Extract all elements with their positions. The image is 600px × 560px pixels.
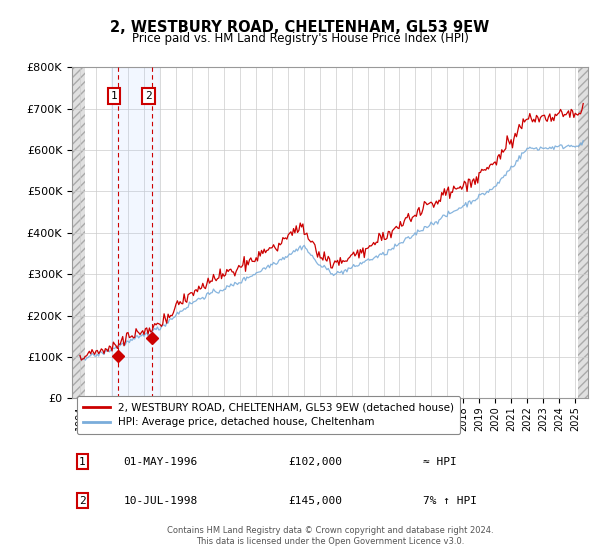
Text: 01-MAY-1996: 01-MAY-1996 — [124, 456, 198, 466]
Bar — [112, 67, 159, 398]
Bar — [72, 67, 85, 398]
Text: 1: 1 — [110, 91, 117, 101]
Text: 2: 2 — [79, 496, 86, 506]
Text: 2, WESTBURY ROAD, CHELTENHAM, GL53 9EW: 2, WESTBURY ROAD, CHELTENHAM, GL53 9EW — [110, 20, 490, 35]
Bar — [578, 67, 588, 398]
Legend: 2, WESTBURY ROAD, CHELTENHAM, GL53 9EW (detached house), HPI: Average price, det: 2, WESTBURY ROAD, CHELTENHAM, GL53 9EW (… — [77, 396, 460, 433]
Bar — [72, 67, 85, 398]
Text: ≈ HPI: ≈ HPI — [423, 456, 457, 466]
Text: 10-JUL-1998: 10-JUL-1998 — [124, 496, 198, 506]
Text: 1: 1 — [79, 456, 86, 466]
Text: 7% ↑ HPI: 7% ↑ HPI — [423, 496, 477, 506]
Bar — [578, 67, 588, 398]
Text: £145,000: £145,000 — [289, 496, 343, 506]
Text: 2: 2 — [145, 91, 152, 101]
Text: Price paid vs. HM Land Registry's House Price Index (HPI): Price paid vs. HM Land Registry's House … — [131, 32, 469, 45]
Text: Contains HM Land Registry data © Crown copyright and database right 2024.
This d: Contains HM Land Registry data © Crown c… — [167, 526, 493, 546]
Text: £102,000: £102,000 — [289, 456, 343, 466]
